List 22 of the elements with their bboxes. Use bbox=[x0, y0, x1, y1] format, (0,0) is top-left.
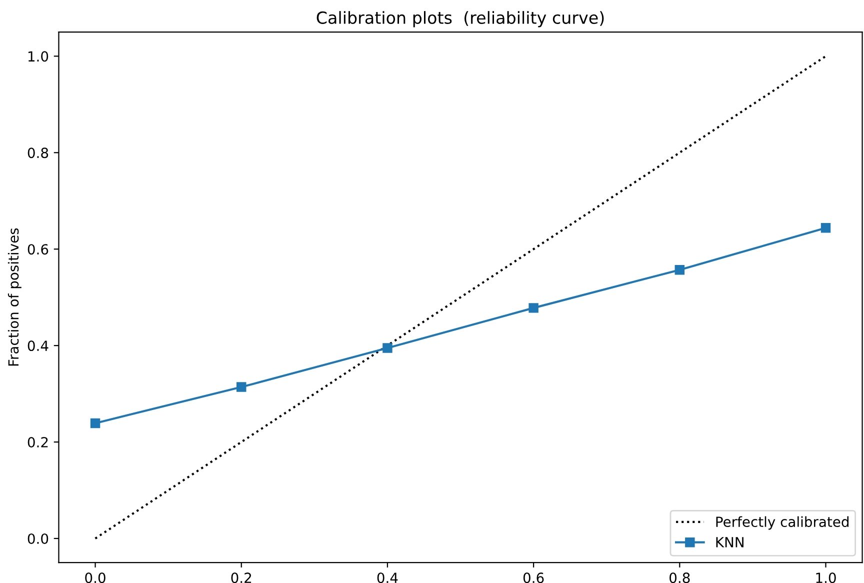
x-tick-label: 0.8 bbox=[670, 572, 690, 583]
x-tick-label: 0.0 bbox=[85, 572, 106, 583]
y-tick-label: 0.6 bbox=[28, 244, 48, 255]
point bbox=[90, 418, 100, 428]
y-axis-title: Fraction of positives bbox=[8, 228, 22, 366]
legend-label: KNN bbox=[716, 537, 744, 548]
point bbox=[820, 223, 831, 233]
x-tick-label: 0.6 bbox=[523, 572, 544, 583]
point bbox=[674, 264, 685, 275]
y-tick-label: 1.0 bbox=[28, 51, 48, 62]
x-tick-label: 1.0 bbox=[816, 572, 836, 583]
y-tick-label: 0.4 bbox=[28, 340, 48, 352]
x-tick-label: 0.4 bbox=[377, 572, 398, 583]
chart-title: Calibration plots (reliability curve) bbox=[316, 11, 604, 28]
x-tick-label: 0.2 bbox=[231, 572, 252, 583]
legend-label: Perfectly calibrated bbox=[716, 516, 849, 530]
y-tick-label: 0.2 bbox=[28, 436, 48, 448]
y-tick-label: 0.8 bbox=[28, 148, 48, 158]
y-tick-label: 0.0 bbox=[28, 533, 48, 544]
point bbox=[382, 343, 392, 353]
point bbox=[236, 382, 246, 392]
point bbox=[528, 303, 538, 313]
